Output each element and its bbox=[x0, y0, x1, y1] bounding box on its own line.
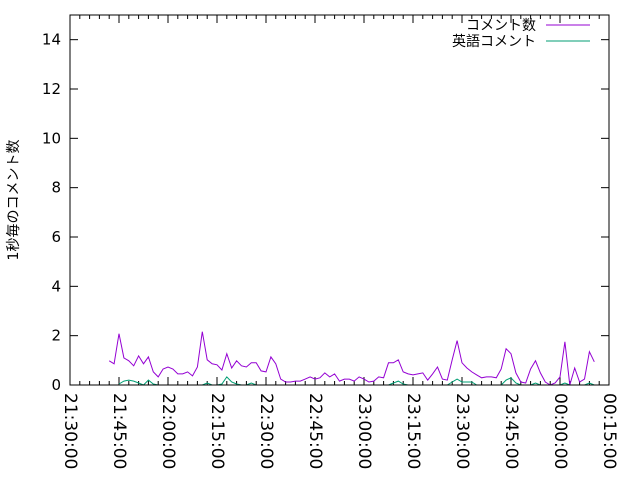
series-lines bbox=[108, 331, 595, 386]
legend: コメント数 英語コメント bbox=[452, 18, 590, 50]
y-tick-label: 10 bbox=[42, 129, 61, 147]
x-tick-label: 23:45:00 bbox=[501, 393, 521, 469]
legend-label-english-comments: 英語コメント bbox=[452, 33, 536, 50]
x-tick-label: 00:15:00 bbox=[599, 393, 619, 469]
y-axis-label: 1秒毎のコメント数 bbox=[6, 140, 22, 261]
x-tick-label: 23:30:00 bbox=[452, 393, 472, 469]
x-tick-label: 22:45:00 bbox=[305, 393, 325, 469]
series-line-english-comments bbox=[118, 376, 595, 386]
x-tick-label: 00:00:00 bbox=[550, 393, 570, 469]
y-tick-label: 14 bbox=[42, 31, 61, 49]
x-tick-label: 23:15:00 bbox=[403, 393, 423, 469]
x-tick-label: 22:15:00 bbox=[207, 393, 227, 469]
series-line-comments bbox=[108, 331, 595, 386]
x-tick-label: 22:30:00 bbox=[256, 393, 276, 469]
axis-ticks: 0 2 4 6 8 10 12 14 21:30:00 21:45:00 22:00:00 22:15… bbox=[42, 15, 619, 469]
x-tick-label: 21:45:00 bbox=[109, 393, 129, 469]
y-tick-label: 12 bbox=[42, 80, 61, 98]
plot-frame bbox=[69, 14, 610, 386]
x-tick-label: 23:00:00 bbox=[354, 393, 374, 469]
y-tick-label: 6 bbox=[51, 228, 61, 246]
y-tick-label: 4 bbox=[51, 277, 61, 295]
y-tick-label: 8 bbox=[51, 179, 61, 197]
x-tick-label: 22:00:00 bbox=[158, 393, 178, 469]
x-tick-label: 21:30:00 bbox=[60, 393, 80, 469]
legend-label-comments: コメント数 bbox=[466, 18, 536, 34]
y-tick-label: 2 bbox=[51, 327, 61, 345]
y-tick-label: 0 bbox=[51, 376, 61, 394]
